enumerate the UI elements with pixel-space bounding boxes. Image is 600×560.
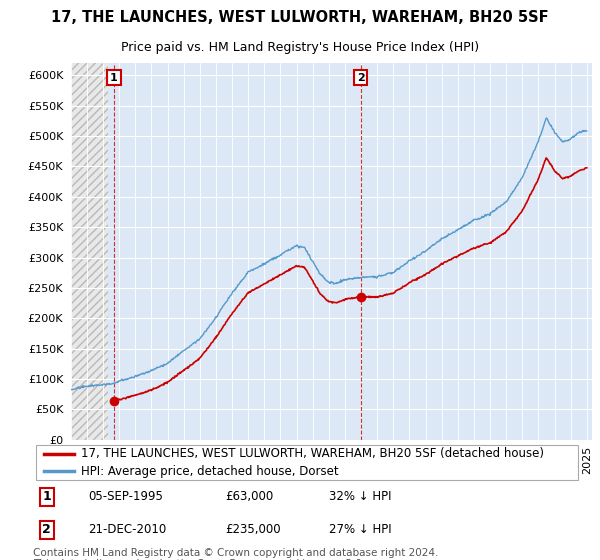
Text: Contains HM Land Registry data © Crown copyright and database right 2024.
This d: Contains HM Land Registry data © Crown c… [33,548,439,560]
Text: 17, THE LAUNCHES, WEST LULWORTH, WAREHAM, BH20 5SF: 17, THE LAUNCHES, WEST LULWORTH, WAREHAM… [51,10,549,25]
FancyBboxPatch shape [36,445,578,480]
Text: 1: 1 [110,73,118,83]
Text: 1: 1 [43,491,51,503]
Text: 21-DEC-2010: 21-DEC-2010 [88,524,166,536]
Text: 2: 2 [356,73,364,83]
Text: 27% ↓ HPI: 27% ↓ HPI [329,524,392,536]
Text: 2: 2 [43,524,51,536]
Text: 05-SEP-1995: 05-SEP-1995 [88,491,163,503]
Text: 32% ↓ HPI: 32% ↓ HPI [329,491,392,503]
Text: £235,000: £235,000 [225,524,281,536]
Text: 17, THE LAUNCHES, WEST LULWORTH, WAREHAM, BH20 5SF (detached house): 17, THE LAUNCHES, WEST LULWORTH, WAREHAM… [82,447,544,460]
Text: £63,000: £63,000 [225,491,274,503]
Text: HPI: Average price, detached house, Dorset: HPI: Average price, detached house, Dors… [82,465,339,478]
Text: Price paid vs. HM Land Registry's House Price Index (HPI): Price paid vs. HM Land Registry's House … [121,41,479,54]
